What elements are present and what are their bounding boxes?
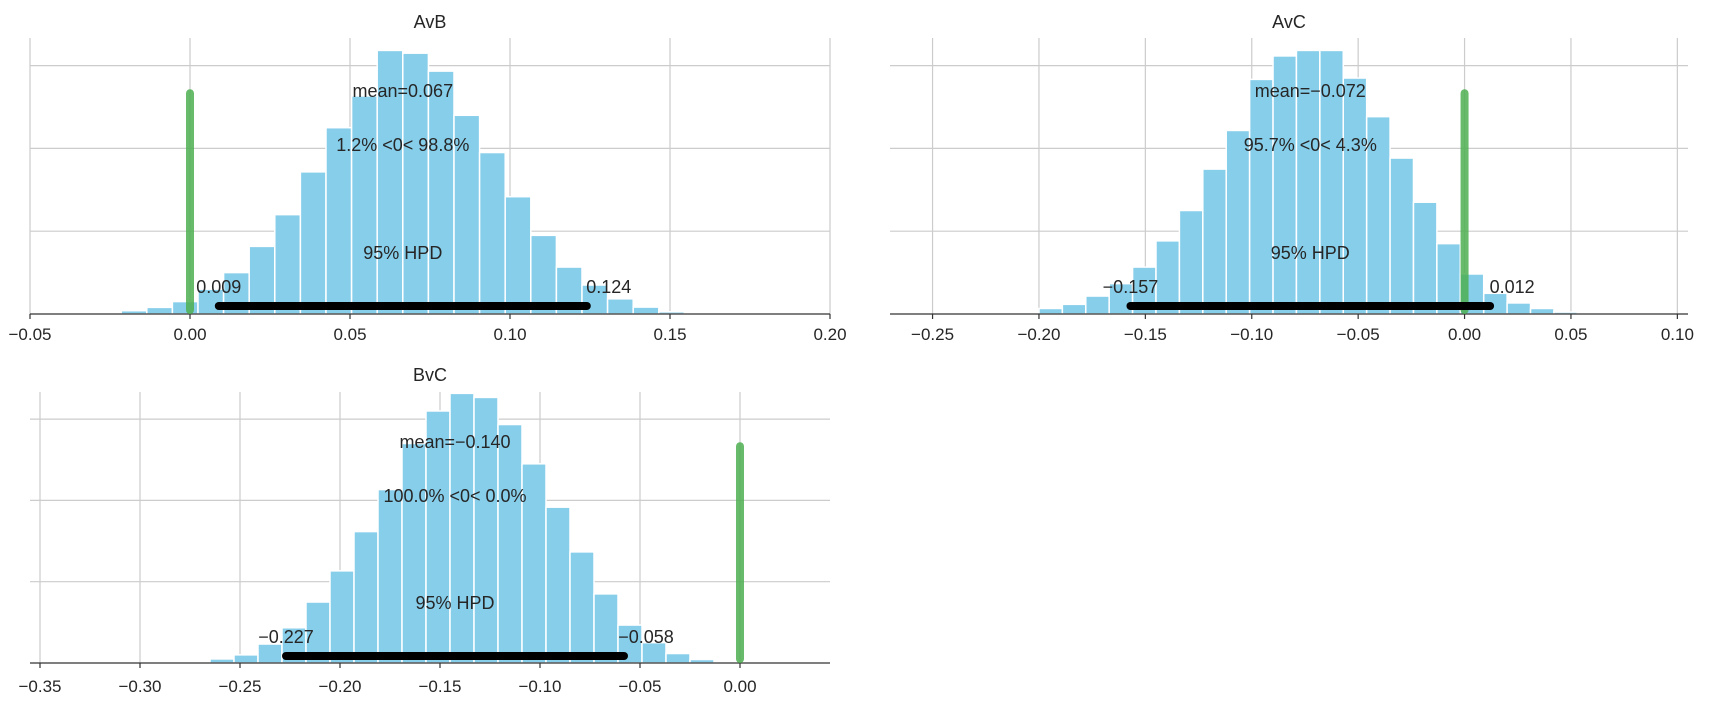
mean-label: mean=−0.072 xyxy=(1255,81,1366,101)
histogram-bar xyxy=(1529,307,1555,315)
x-tick-label: 0.05 xyxy=(1554,325,1587,344)
panel-title: BvC xyxy=(413,365,447,385)
histogram-bar xyxy=(377,488,403,664)
histogram-bar xyxy=(171,300,199,315)
histogram-bar xyxy=(233,654,259,664)
hpd-lower-label: 0.009 xyxy=(196,277,241,297)
x-tick-label: 0.00 xyxy=(173,325,206,344)
panel-avc: AvC −0.25 −0.20 −0.15 −0.10 −0.05 0.00 0.05 0.10… xyxy=(890,12,1694,344)
panel-title: AvB xyxy=(414,12,447,32)
histogram-bar xyxy=(274,213,302,315)
histogram-bar xyxy=(1178,209,1204,315)
histogram-bar xyxy=(478,151,506,315)
hpd-label: 95% HPD xyxy=(415,593,494,613)
x-tick-label: 0.05 xyxy=(333,325,366,344)
histogram-bar xyxy=(1342,77,1368,315)
histogram-bar xyxy=(606,298,634,315)
x-tick-label: −0.20 xyxy=(1017,325,1060,344)
hpd-label: 95% HPD xyxy=(363,243,442,263)
histogram-bar xyxy=(353,530,379,664)
histogram-bar xyxy=(1085,295,1110,315)
hpd-lower-label: −0.227 xyxy=(258,627,314,647)
histogram-bar xyxy=(146,306,174,315)
x-tick-label: −0.20 xyxy=(318,677,361,696)
x-tick-label: −0.25 xyxy=(218,677,261,696)
histogram-bar xyxy=(1202,168,1227,315)
mean-label: mean=0.067 xyxy=(353,81,454,101)
histogram-bar xyxy=(402,52,430,315)
hpd-upper-label: 0.124 xyxy=(586,277,631,297)
x-tick-label: 0.10 xyxy=(493,325,526,344)
x-tick-label: 0.10 xyxy=(1661,325,1694,344)
hpd-label: 95% HPD xyxy=(1271,243,1350,263)
histogram-bar xyxy=(325,126,353,315)
histogram-bar xyxy=(504,195,532,315)
histogram-bar xyxy=(569,551,595,664)
histogram-bar xyxy=(329,570,355,664)
histogram-bar xyxy=(473,396,499,664)
hpd-upper-label: 0.012 xyxy=(1490,277,1535,297)
histogram-bar xyxy=(1248,78,1274,315)
x-tick-label: −0.05 xyxy=(618,677,661,696)
reference-split-label: 100.0% <0< 0.0% xyxy=(383,486,526,506)
histogram-bar xyxy=(1061,303,1087,315)
x-tick-label: −0.05 xyxy=(8,325,51,344)
hpd-upper-label: −0.058 xyxy=(618,627,674,647)
histogram-bar xyxy=(497,423,523,664)
histogram-bar xyxy=(376,49,404,315)
panel-title: AvC xyxy=(1272,12,1306,32)
panel-avb: AvB −0.05 0.00 0.05 0.10 0.15 0.20 mean=0.067 1.… xyxy=(8,12,846,344)
histogram-bar xyxy=(1506,302,1532,315)
x-tick-label: −0.15 xyxy=(1124,325,1167,344)
x-tick-label: −0.35 xyxy=(18,677,61,696)
x-tick-label: −0.10 xyxy=(1230,325,1273,344)
histogram-bar xyxy=(209,658,235,664)
x-tick-label: −0.30 xyxy=(118,677,161,696)
histogram-bar xyxy=(632,306,660,315)
x-tick-label: −0.15 xyxy=(418,677,461,696)
reference-split-label: 1.2% <0< 98.8% xyxy=(336,135,469,155)
histogram-bar xyxy=(545,506,571,664)
histogram-bar xyxy=(1389,157,1415,315)
reference-split-label: 95.7% <0< 4.3% xyxy=(1244,135,1377,155)
histogram-bar xyxy=(401,442,427,664)
x-tick-label: 0.00 xyxy=(1448,325,1481,344)
x-tick-label: 0.15 xyxy=(653,325,686,344)
panel-bvc: BvC −0.35 −0.30 −0.25 −0.20 −0.15 −0.10 −0.05 0.… xyxy=(18,365,830,696)
mean-label: mean=−0.140 xyxy=(399,432,510,452)
hpd-lower-label: −0.157 xyxy=(1103,277,1159,297)
x-tick-label: −0.25 xyxy=(911,325,954,344)
histogram-bar xyxy=(1412,201,1438,315)
histogram-bar xyxy=(427,70,455,315)
x-tick-label: 0.20 xyxy=(813,325,846,344)
x-tick-label: −0.05 xyxy=(1337,325,1380,344)
histogram-bar xyxy=(1225,129,1251,315)
x-tick-label: 0.00 xyxy=(723,677,756,696)
x-tick-label: −0.10 xyxy=(518,677,561,696)
histogram-bar xyxy=(350,95,378,315)
histogram-bar xyxy=(1038,307,1064,315)
histogram-bar xyxy=(299,171,327,315)
histogram-bar xyxy=(665,652,691,664)
